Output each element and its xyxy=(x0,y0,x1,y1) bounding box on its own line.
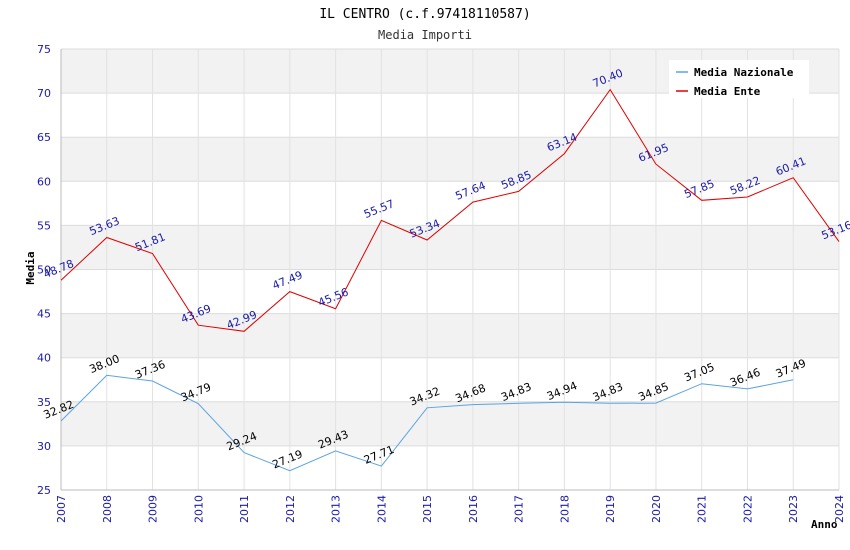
y-tick-label: 30 xyxy=(37,440,51,453)
grid-band xyxy=(61,313,839,358)
y-tick-label: 70 xyxy=(37,87,51,100)
legend: Media Nazionale Media Ente xyxy=(669,60,809,98)
x-tick-label: 2020 xyxy=(650,495,663,523)
x-tick-label: 2012 xyxy=(284,495,297,523)
grid-band xyxy=(61,225,839,270)
x-tick-label: 2018 xyxy=(558,495,571,523)
x-tick-label: 2009 xyxy=(147,495,160,523)
x-tick-label: 2021 xyxy=(696,495,709,523)
series-line-1 xyxy=(60,374,794,472)
x-tick-label: 2022 xyxy=(741,495,754,523)
series-lines xyxy=(60,88,840,472)
x-tick-label: 2011 xyxy=(238,495,251,523)
y-tick-label: 75 xyxy=(37,43,51,56)
x-tick-label: 2013 xyxy=(330,495,343,523)
x-axis-label: Anno xyxy=(811,518,838,531)
legend-label-2: Media Ente xyxy=(694,85,761,98)
chart-subtitle: Media Importi xyxy=(378,28,472,42)
y-axis-label: Media xyxy=(24,251,37,284)
y-tick-label: 55 xyxy=(37,219,51,232)
grid-band xyxy=(61,401,839,446)
grid-lines xyxy=(60,48,840,491)
x-tick-label: 2017 xyxy=(513,495,526,523)
x-tick-label: 2010 xyxy=(192,495,205,523)
y-tick-label: 25 xyxy=(37,484,51,497)
x-tick-label: 2008 xyxy=(101,495,114,523)
grid-band xyxy=(61,137,839,182)
y-tick-label: 45 xyxy=(37,308,51,321)
x-tick-label: 2019 xyxy=(604,495,617,523)
chart-title: IL CENTRO (c.f.97418110587) xyxy=(319,7,530,22)
y-tick-label: 40 xyxy=(37,352,51,365)
x-tick-label: 2024 xyxy=(833,495,846,523)
y-tick-label: 35 xyxy=(37,396,51,409)
x-tick-label: 2015 xyxy=(421,495,434,523)
y-tick-label: 50 xyxy=(37,264,51,277)
x-tick-label: 2014 xyxy=(375,495,388,523)
legend-label-1: Media Nazionale xyxy=(694,66,794,79)
x-tick-label: 2007 xyxy=(55,495,68,523)
series-line-2 xyxy=(60,88,840,332)
y-tick-label: 60 xyxy=(37,175,51,188)
x-axis-ticks: 2007 2008 2009 2010 2011 2012 2013 2014 2015 2016… xyxy=(55,495,846,523)
y-tick-label: 65 xyxy=(37,131,51,144)
x-tick-label: 2016 xyxy=(467,495,480,523)
legend-box xyxy=(669,60,809,98)
x-tick-label: 2023 xyxy=(787,495,800,523)
y-axis-ticks: 25 30 35 40 45 50 55 60 65 70 75 xyxy=(37,43,51,497)
